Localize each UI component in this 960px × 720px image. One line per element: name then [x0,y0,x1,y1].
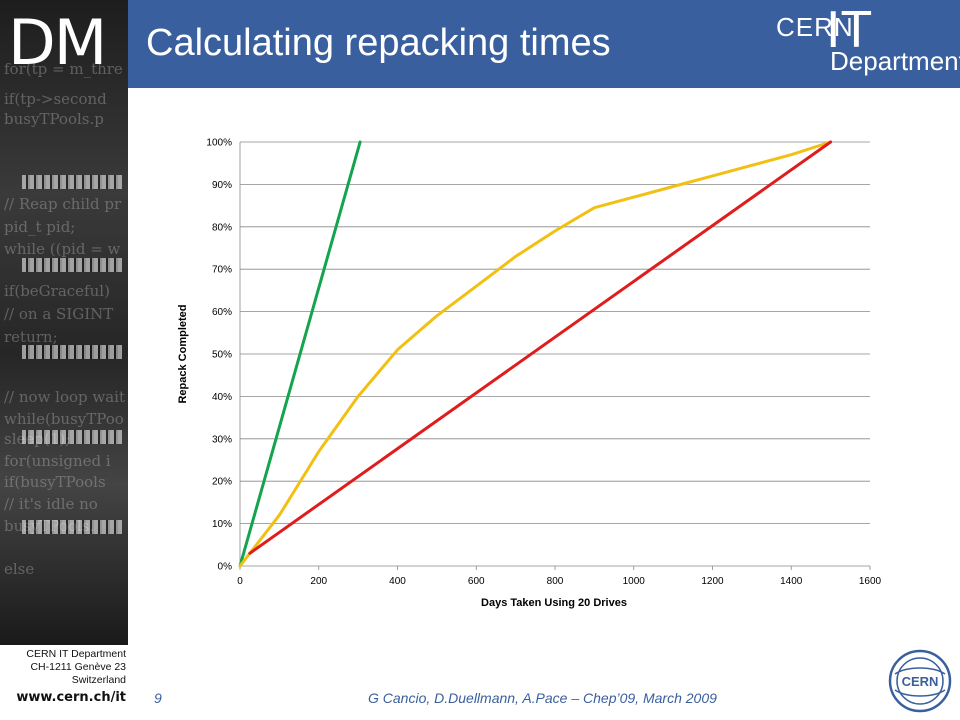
x-tick-label: 1600 [859,576,882,587]
y-tick-label: 70% [212,265,232,276]
page-title: Calculating repacking times [146,22,611,64]
y-tick-label: 100% [206,138,232,149]
code-decoration: pid_t pid; [4,218,76,236]
y-tick-label: 60% [212,307,232,318]
x-axis-ticks: 0 200 400 600 800 1000 1200 1400 1600 [237,566,882,587]
department-brand-text: Department [830,46,960,76]
x-tick-label: 800 [547,576,564,587]
cern-logo-icon: CERN [888,649,952,713]
code-decoration: // now loop wait [4,388,126,406]
y-tick-label: 30% [212,434,232,445]
code-decoration: while(busyTPoo [4,410,124,428]
cern-brand-text: CERN [776,12,854,42]
repack-chart: 0% 10% 20% 30% 40% 50% 60% 70% 80% 90% 100% 0 200 40… [177,138,882,610]
y-tick-label: 90% [212,180,232,191]
x-tick-label: 200 [310,576,327,587]
chart-series [238,140,833,568]
tape-label-decoration [22,345,122,359]
x-axis-title: Days Taken Using 20 Drives [481,597,627,609]
code-decoration: for(unsigned i [4,452,111,470]
y-tick-label: 80% [212,222,232,233]
y-tick-label: 10% [212,519,232,530]
footer-url-link[interactable]: www.cern.ch/it [16,690,126,705]
series-line-2 [238,140,833,568]
x-tick-label: 1200 [701,576,724,587]
footer-dept-line: CH-1211 Genève 23 [30,661,126,673]
y-tick-label: 50% [212,350,232,361]
series-line-1 [238,140,362,568]
it-brand-text: IT [826,1,873,59]
footer-credits: G Cancio, D.Duellmann, A.Pace – Chep’09,… [368,690,717,706]
code-decoration: if(tp->second [4,90,107,108]
dm-logo: DM [8,6,107,79]
footer-dept-line: Switzerland [71,674,126,686]
code-decoration: // Reap child pr [4,195,122,213]
page-number: 9 [154,690,162,706]
sidebar-background: for(tp = m_thre if(tp->second busyTPools… [0,0,128,645]
header-bar [128,0,960,88]
x-tick-label: 0 [237,576,243,587]
code-decoration: while ((pid = w [4,240,121,258]
tape-label-decoration [22,430,122,444]
x-tick-label: 400 [389,576,406,587]
x-tick-label: 600 [468,576,485,587]
tape-label-decoration [22,175,122,189]
x-tick-label: 1000 [623,576,646,587]
code-decoration: if(busyTPools [4,473,106,491]
code-decoration: for(tp = m_thre [4,60,123,78]
y-axis-title: Repack Completed [177,304,189,403]
y-tick-label: 40% [212,392,232,403]
y-tick-label: 20% [212,477,232,488]
x-tick-label: 1400 [780,576,803,587]
cern-badge-text: CERN [902,674,939,689]
series-line-3 [248,140,833,555]
y-axis-ticks: 0% 10% 20% 30% 40% 50% 60% 70% 80% 90% 100% [206,138,232,573]
code-decoration: else [4,560,35,578]
code-decoration: if(beGraceful) [4,282,110,300]
code-decoration: // on a SIGINT [4,305,114,323]
code-decoration: return; [4,328,58,346]
tape-label-decoration [22,258,122,272]
tape-label-decoration [22,520,122,534]
footer-dept-line: CERN IT Department [26,648,126,660]
code-decoration: // it's idle no [4,495,98,513]
code-decoration: busyTPools.p [4,110,104,128]
footer-department: CERN IT Department CH-1211 Genève 23 Swi… [2,648,126,687]
y-tick-label: 0% [218,562,233,573]
chart-grid [239,141,870,567]
